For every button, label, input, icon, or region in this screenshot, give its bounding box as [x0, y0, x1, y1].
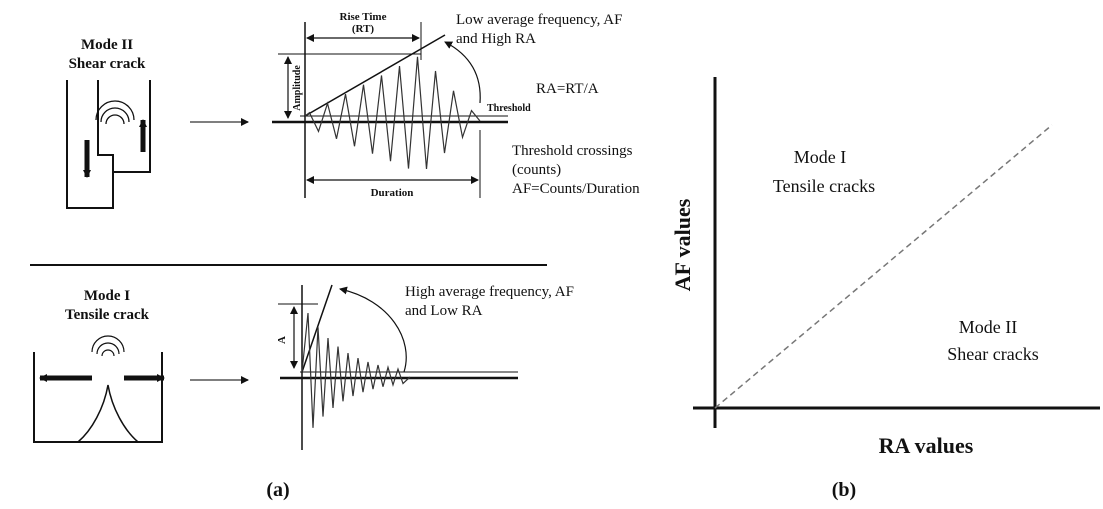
panel-b-label: (b) [832, 479, 856, 501]
mode1-annotation-line2: and Low RA [405, 303, 483, 319]
mode2-signal [304, 56, 481, 170]
mode2-annotation-line1: Low average frequency, AF [456, 12, 622, 28]
mode1-subtitle: Tensile crack [65, 307, 150, 323]
crossings-label: Threshold crossings [512, 143, 633, 159]
mode2-title: Mode II [81, 37, 133, 53]
panel-a-label: (a) [266, 479, 289, 501]
upper-region-subtitle: Tensile cracks [773, 176, 875, 196]
classification-boundary [714, 124, 1053, 409]
mode2-rise-line [304, 34, 446, 117]
mode2-section: Mode II Shear crack Rise [66, 11, 640, 209]
rise-time-abbrev: (RT) [352, 23, 375, 35]
threshold-label: Threshold [487, 103, 531, 114]
ra-formula: RA=RT/A [536, 81, 599, 97]
crossings-counts: (counts) [512, 162, 561, 178]
mode2-annotation-line2: and High RA [456, 31, 536, 47]
mode2-subtitle: Shear crack [69, 56, 146, 72]
mode1-amplitude-label: A [276, 336, 288, 344]
mode1-annotation-line1: High average frequency, AF [405, 284, 574, 300]
y-axis-label: AF values [670, 198, 695, 291]
mode1-title: Mode I [84, 288, 130, 304]
mode2-curved-arrow [444, 41, 481, 104]
mode2-waveform: Rise Time (RT) Amplitude Threshold Durat… [272, 11, 531, 199]
mode1-rise-line [301, 284, 333, 373]
tensile-crack-specimen [33, 335, 165, 443]
x-axis-label: RA values [879, 433, 974, 458]
panel-b-classification-chart: AF values RA values Mode I Tensile crack… [670, 77, 1100, 458]
lower-region-subtitle: Shear cracks [947, 344, 1038, 364]
mode1-curved-arrow [339, 286, 407, 373]
mode1-waveform: A [276, 284, 518, 450]
mode1-section: Mode I Tensile crack A High average freq… [33, 284, 574, 450]
upper-region-title: Mode I [794, 147, 847, 167]
af-formula: AF=Counts/Duration [512, 181, 640, 197]
mode1-signal [301, 312, 411, 428]
duration-label: Duration [371, 187, 414, 199]
amplitude-label: Amplitude [292, 65, 303, 111]
shear-crack-specimen [66, 80, 151, 209]
rise-time-label: Rise Time [340, 11, 387, 23]
lower-region-title: Mode II [959, 317, 1017, 337]
